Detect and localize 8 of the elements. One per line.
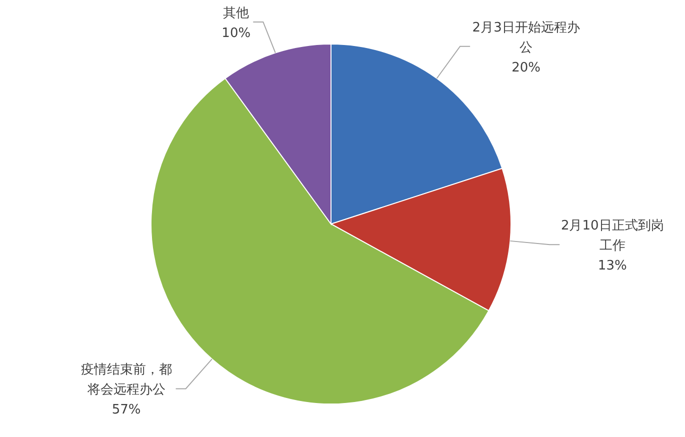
slice-label: 2月10日正式到岗工作 xyxy=(560,218,664,254)
data-label: 13% xyxy=(598,258,627,274)
slice-label: 2月3日开始远程办公 xyxy=(472,20,580,56)
data-label: 20% xyxy=(512,60,541,76)
slice-label: 疫情结束前，都将会远程办公 xyxy=(80,362,172,398)
slice-label: 其他 xyxy=(223,6,250,21)
data-label: 57% xyxy=(112,402,141,418)
data-label: 10% xyxy=(222,26,251,41)
